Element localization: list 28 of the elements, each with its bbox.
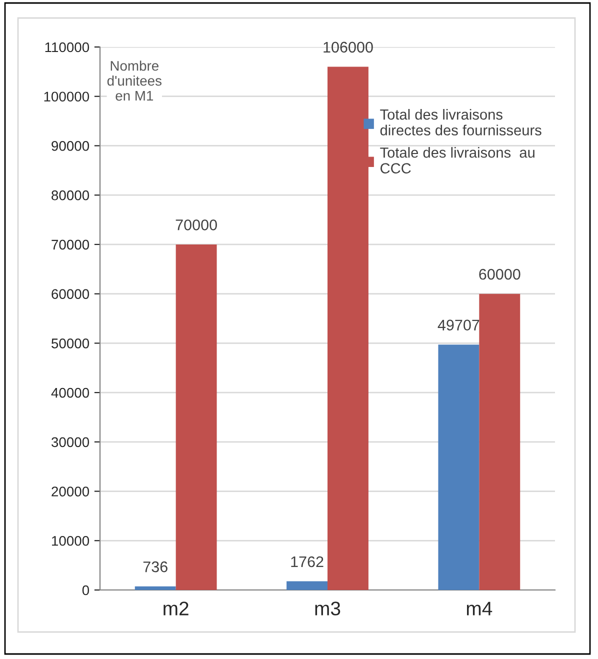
- bar: [438, 344, 480, 590]
- data-label: 106000: [324, 42, 373, 53]
- bar: [176, 244, 217, 590]
- y-tick-label: 30000: [51, 437, 90, 448]
- y-tick-label: 10000: [52, 536, 90, 546]
- bar: [479, 294, 520, 590]
- y-tick-label: 20000: [52, 486, 90, 496]
- data-label: 736: [143, 561, 168, 572]
- x-tick-label: m2: [164, 602, 188, 616]
- legend-label: Totale des livraisons au CCC: [380, 147, 534, 174]
- y-tick-label: 110000: [45, 42, 90, 52]
- y-tick-label: 60000: [52, 289, 90, 299]
- bar: [286, 581, 328, 590]
- legend-label: Total des livraisons directes des fournisseurs: [380, 108, 542, 136]
- y-tick-label: 70000: [52, 240, 90, 250]
- x-tick-label: m3: [315, 602, 340, 616]
- y-tick-label: 50000: [52, 338, 90, 348]
- bar: [134, 586, 176, 590]
- y-axis-title: Nombre d'unitees en M1: [107, 60, 162, 101]
- y-tick-label: 100000: [44, 92, 90, 102]
- y-tick-label: 40000: [51, 388, 90, 398]
- data-label: 1762: [291, 556, 324, 568]
- x-tick-label: m4: [466, 602, 492, 616]
- y-tick-label: 80000: [52, 190, 90, 200]
- y-tick-label: 90000: [52, 141, 90, 151]
- data-label: 70000: [176, 220, 217, 230]
- y-tick-label: 0: [82, 585, 90, 596]
- data-label: 60000: [479, 268, 520, 280]
